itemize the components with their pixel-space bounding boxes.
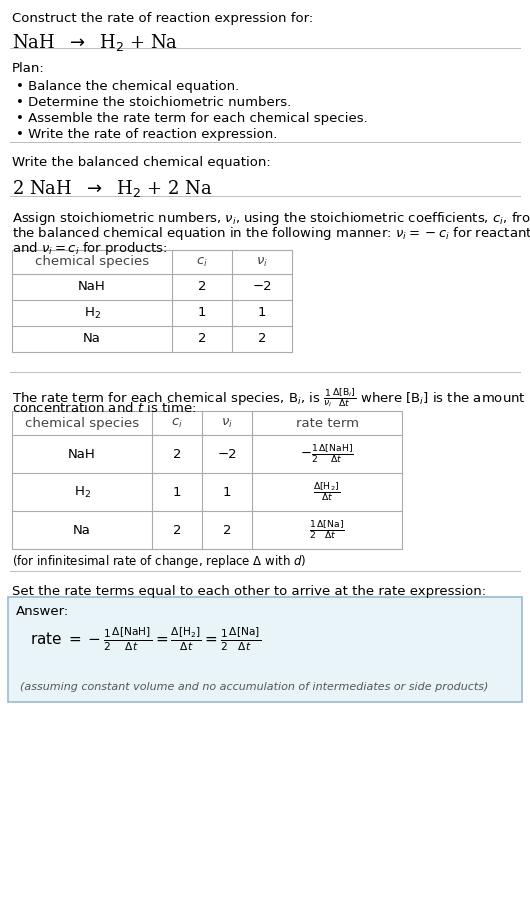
Text: • Determine the stoichiometric numbers.: • Determine the stoichiometric numbers. — [16, 96, 292, 109]
Text: −2: −2 — [217, 448, 237, 460]
Text: Na: Na — [83, 333, 101, 345]
Text: • Assemble the rate term for each chemical species.: • Assemble the rate term for each chemic… — [16, 112, 368, 125]
Text: NaH: NaH — [68, 448, 96, 460]
Text: NaH  $\rightarrow$  H$_2$ + Na: NaH $\rightarrow$ H$_2$ + Na — [12, 32, 178, 53]
Text: $\frac{1}{2}\frac{\Delta[\mathrm{Na}]}{\Delta t}$: $\frac{1}{2}\frac{\Delta[\mathrm{Na}]}{\… — [309, 519, 345, 541]
Text: 2: 2 — [173, 524, 181, 536]
FancyBboxPatch shape — [8, 597, 522, 702]
Text: NaH: NaH — [78, 281, 106, 294]
Text: Construct the rate of reaction expression for:: Construct the rate of reaction expressio… — [12, 12, 313, 25]
Text: 2: 2 — [198, 333, 206, 345]
Text: 1: 1 — [198, 306, 206, 320]
Text: (assuming constant volume and no accumulation of intermediates or side products): (assuming constant volume and no accumul… — [20, 682, 488, 692]
Text: The rate term for each chemical species, B$_i$, is $\frac{1}{\nu_i}\frac{\Delta[: The rate term for each chemical species,… — [12, 386, 526, 409]
Text: H$_2$: H$_2$ — [84, 305, 101, 321]
Text: $c_i$: $c_i$ — [171, 417, 183, 429]
Text: concentration and $t$ is time:: concentration and $t$ is time: — [12, 401, 196, 415]
Text: Na: Na — [73, 524, 91, 536]
Text: rate term: rate term — [296, 417, 358, 429]
Text: chemical species: chemical species — [35, 255, 149, 268]
Text: Set the rate terms equal to each other to arrive at the rate expression:: Set the rate terms equal to each other t… — [12, 585, 486, 598]
Text: • Write the rate of reaction expression.: • Write the rate of reaction expression. — [16, 128, 277, 141]
Text: $\nu_i$: $\nu_i$ — [256, 255, 268, 268]
Text: $-\frac{1}{2}\frac{\Delta[\mathrm{NaH}]}{\Delta t}$: $-\frac{1}{2}\frac{\Delta[\mathrm{NaH}]}… — [300, 443, 354, 465]
Text: Plan:: Plan: — [12, 62, 45, 75]
Text: $\frac{\Delta[\mathrm{H_2}]}{\Delta t}$: $\frac{\Delta[\mathrm{H_2}]}{\Delta t}$ — [313, 480, 340, 504]
Text: Assign stoichiometric numbers, $\nu_i$, using the stoichiometric coefficients, $: Assign stoichiometric numbers, $\nu_i$, … — [12, 210, 530, 227]
Text: (for infinitesimal rate of change, replace $\Delta$ with $d$): (for infinitesimal rate of change, repla… — [12, 553, 306, 570]
Text: 2 NaH  $\rightarrow$  H$_2$ + 2 Na: 2 NaH $\rightarrow$ H$_2$ + 2 Na — [12, 178, 213, 199]
Text: $c_i$: $c_i$ — [196, 255, 208, 268]
Text: Answer:: Answer: — [16, 605, 69, 618]
Text: Write the balanced chemical equation:: Write the balanced chemical equation: — [12, 156, 271, 169]
Text: 1: 1 — [258, 306, 266, 320]
Text: 2: 2 — [223, 524, 231, 536]
Text: rate $= -\frac{1}{2}\frac{\Delta[\mathrm{NaH}]}{\Delta t} = \frac{\Delta[\mathrm: rate $= -\frac{1}{2}\frac{\Delta[\mathrm… — [30, 625, 261, 652]
Text: 1: 1 — [173, 486, 181, 498]
Text: 2: 2 — [198, 281, 206, 294]
Text: • Balance the chemical equation.: • Balance the chemical equation. — [16, 80, 239, 93]
Text: chemical species: chemical species — [25, 417, 139, 429]
Text: 2: 2 — [258, 333, 266, 345]
Text: H$_2$: H$_2$ — [74, 485, 91, 499]
Text: the balanced chemical equation in the following manner: $\nu_i = -c_i$ for react: the balanced chemical equation in the fo… — [12, 225, 530, 242]
Text: 2: 2 — [173, 448, 181, 460]
Text: $\nu_i$: $\nu_i$ — [221, 417, 233, 429]
Text: and $\nu_i = c_i$ for products:: and $\nu_i = c_i$ for products: — [12, 240, 167, 257]
Text: −2: −2 — [252, 281, 272, 294]
Text: 1: 1 — [223, 486, 231, 498]
